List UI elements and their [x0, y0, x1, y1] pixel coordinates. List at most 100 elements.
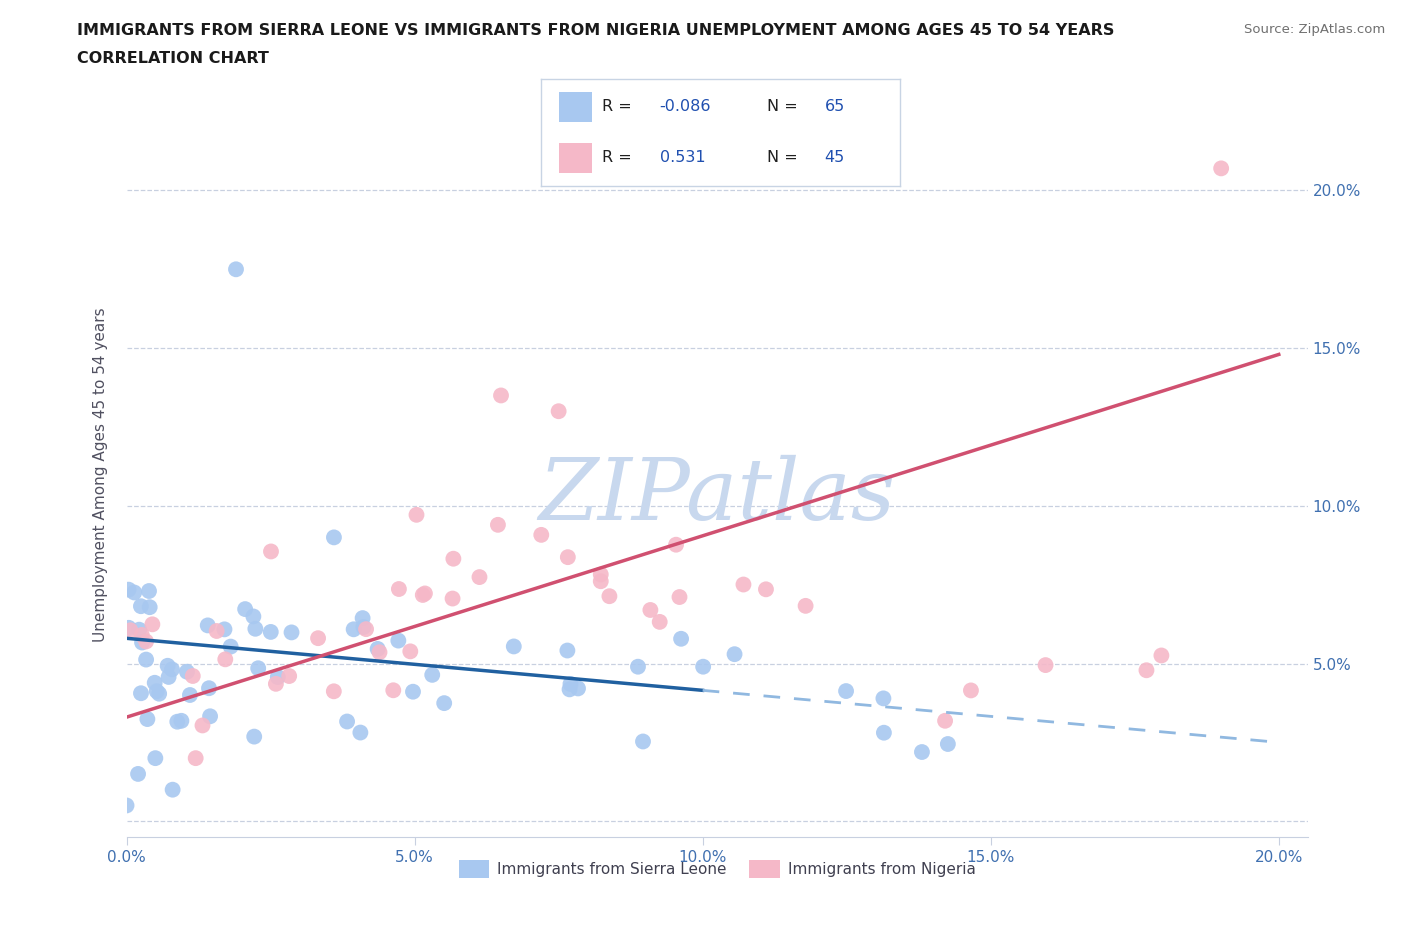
- Point: [191, 718, 214, 733]
- Point: [723, 646, 745, 661]
- Point: [143, 751, 166, 765]
- Bar: [560, 143, 592, 173]
- Point: [530, 527, 553, 542]
- Point: [118, 620, 141, 635]
- Point: [1211, 161, 1233, 176]
- Point: [280, 625, 302, 640]
- Point: [117, 582, 139, 597]
- Point: [267, 670, 290, 684]
- Point: [560, 676, 582, 691]
- Point: [198, 709, 221, 724]
- Point: [835, 684, 858, 698]
- Point: [648, 615, 671, 630]
- Text: 45: 45: [824, 150, 845, 166]
- Point: [247, 661, 270, 676]
- Point: [197, 618, 219, 632]
- Point: [176, 664, 198, 679]
- Point: [322, 684, 344, 698]
- Point: [354, 621, 377, 636]
- Point: [148, 686, 170, 701]
- Point: [179, 687, 201, 702]
- Point: [131, 635, 153, 650]
- Point: [489, 388, 512, 403]
- Point: [205, 623, 228, 638]
- Text: R =: R =: [602, 99, 637, 113]
- Point: [120, 623, 142, 638]
- Point: [166, 714, 188, 729]
- Point: [349, 725, 371, 740]
- Point: [245, 621, 267, 636]
- Point: [598, 589, 620, 604]
- Point: [665, 538, 688, 552]
- Point: [136, 711, 159, 726]
- Point: [640, 603, 662, 618]
- Point: [486, 517, 509, 532]
- Point: [873, 725, 896, 740]
- Text: 0.531: 0.531: [659, 150, 706, 166]
- Point: [668, 590, 690, 604]
- Point: [405, 508, 427, 523]
- Point: [502, 639, 524, 654]
- Point: [433, 696, 456, 711]
- Point: [755, 582, 778, 597]
- Point: [669, 631, 692, 646]
- Point: [1035, 658, 1057, 672]
- Text: ZIPatlas: ZIPatlas: [538, 455, 896, 538]
- Point: [413, 586, 436, 601]
- Point: [278, 669, 301, 684]
- Text: N =: N =: [768, 150, 803, 166]
- Point: [412, 588, 434, 603]
- Text: 65: 65: [824, 99, 845, 113]
- Point: [402, 684, 425, 699]
- Point: [468, 570, 491, 585]
- Point: [131, 628, 153, 643]
- Point: [589, 567, 612, 582]
- Point: [352, 611, 374, 626]
- Point: [233, 602, 256, 617]
- Point: [911, 745, 934, 760]
- Point: [138, 583, 160, 598]
- Point: [219, 639, 242, 654]
- Point: [388, 581, 411, 596]
- Point: [243, 729, 266, 744]
- Point: [225, 262, 247, 277]
- Point: [382, 683, 405, 698]
- Point: [129, 685, 152, 700]
- Point: [127, 766, 149, 781]
- Point: [198, 681, 221, 696]
- Point: [872, 691, 894, 706]
- Point: [138, 600, 160, 615]
- Point: [260, 544, 283, 559]
- Point: [441, 591, 464, 606]
- Point: [367, 642, 389, 657]
- Point: [558, 682, 581, 697]
- Point: [128, 622, 150, 637]
- Point: [368, 644, 391, 659]
- Text: -0.086: -0.086: [659, 99, 711, 113]
- Text: CORRELATION CHART: CORRELATION CHART: [77, 51, 269, 66]
- Point: [631, 734, 654, 749]
- Point: [692, 659, 714, 674]
- Point: [122, 585, 145, 600]
- Text: IMMIGRANTS FROM SIERRA LEONE VS IMMIGRANTS FROM NIGERIA UNEMPLOYMENT AMONG AGES : IMMIGRANTS FROM SIERRA LEONE VS IMMIGRAN…: [77, 23, 1115, 38]
- Point: [129, 599, 152, 614]
- Bar: [560, 92, 592, 122]
- Point: [135, 634, 157, 649]
- Point: [157, 670, 180, 684]
- Point: [960, 683, 983, 698]
- Point: [146, 684, 169, 698]
- Point: [589, 574, 612, 589]
- Point: [323, 530, 346, 545]
- Point: [170, 713, 193, 728]
- Y-axis label: Unemployment Among Ages 45 to 54 years: Unemployment Among Ages 45 to 54 years: [93, 307, 108, 642]
- Point: [115, 798, 138, 813]
- Point: [156, 658, 179, 673]
- Point: [547, 404, 569, 418]
- Point: [184, 751, 207, 765]
- Point: [307, 631, 329, 645]
- Point: [794, 598, 817, 613]
- Point: [242, 609, 264, 624]
- Point: [441, 551, 464, 566]
- Point: [343, 622, 366, 637]
- Point: [141, 617, 163, 631]
